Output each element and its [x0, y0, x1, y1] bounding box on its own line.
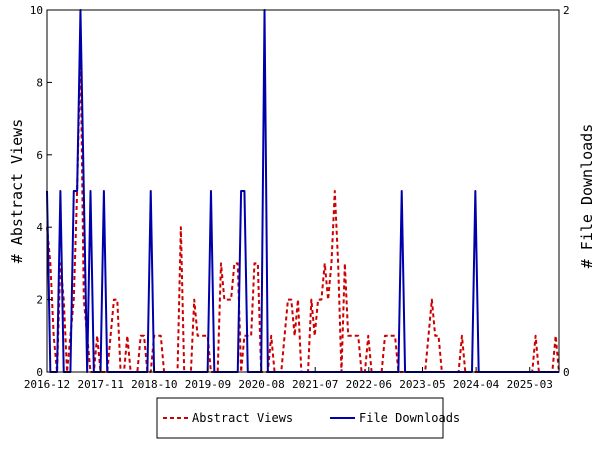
legend-abstract-views-label: Abstract Views [192, 411, 293, 425]
abstract-views-line [46, 45, 560, 373]
left-y-tick-label: 4 [36, 221, 43, 234]
left-axis-title: # Abstract Views [8, 119, 26, 264]
legend: Abstract Views File Downloads [156, 397, 460, 439]
right-y-tick-label: 2 [563, 4, 570, 17]
x-tick-label: 2021-07 [292, 378, 338, 391]
x-tick-label: 2016-12 [24, 378, 70, 391]
right-axis-title: # File Downloads [578, 124, 596, 269]
x-tick-label: 2019-09 [185, 378, 231, 391]
legend-file-downloads-label: File Downloads [359, 411, 460, 425]
left-y-tick-label: 8 [36, 76, 43, 89]
file-downloads-line [46, 9, 559, 373]
x-tick-label: 2024-04 [453, 378, 500, 391]
legend-box [156, 397, 444, 439]
left-y-tick-label: 6 [36, 149, 43, 162]
x-tick-label: 2022-06 [346, 378, 392, 391]
left-y-tick-label: 2 [36, 294, 43, 307]
left-y-tick-label: 10 [30, 4, 43, 17]
plot-frame [46, 9, 560, 373]
x-tick-label: 2018-10 [131, 378, 177, 391]
x-tick-label: 2023-05 [399, 378, 445, 391]
plot-lines [46, 9, 560, 373]
ticks: 0 2 4 6 8 10 0 2 2016-12 2017-11 2018-10 2019-09 202… [24, 4, 570, 391]
x-tick-label: 2025-03 [507, 378, 553, 391]
right-y-tick-label: 0 [563, 366, 570, 379]
x-tick-label: 2017-11 [77, 378, 123, 391]
x-tick-label: 2020-08 [238, 378, 284, 391]
left-y-tick-label: 0 [36, 366, 43, 379]
